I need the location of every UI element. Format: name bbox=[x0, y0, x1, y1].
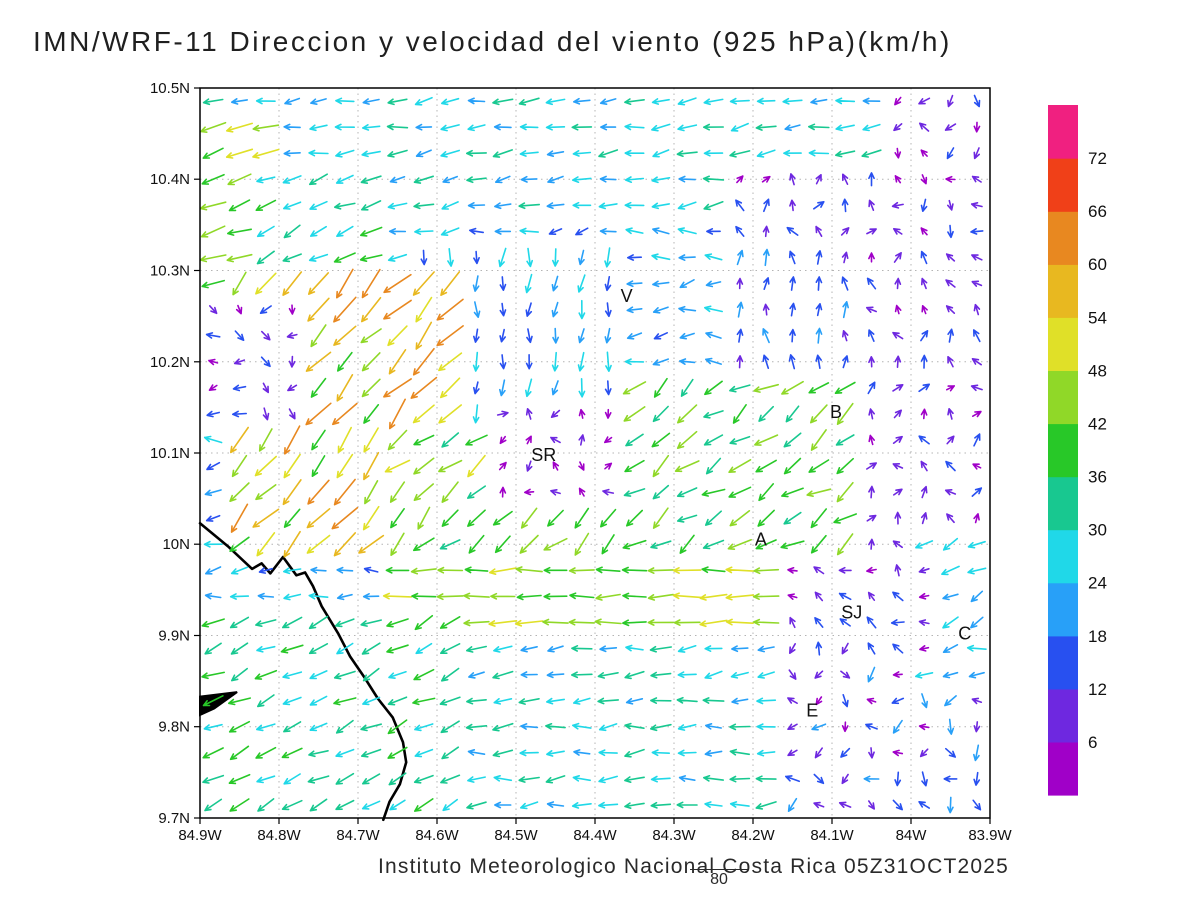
svg-text:B: B bbox=[830, 402, 842, 422]
svg-text:84.8W: 84.8W bbox=[257, 827, 301, 844]
svg-text:84.5W: 84.5W bbox=[494, 827, 538, 844]
svg-text:E: E bbox=[806, 700, 818, 720]
svg-text:10.4N: 10.4N bbox=[150, 171, 190, 188]
svg-text:84.4W: 84.4W bbox=[573, 827, 617, 844]
svg-text:6: 6 bbox=[1088, 733, 1097, 752]
svg-text:C: C bbox=[958, 624, 971, 644]
svg-text:SR: SR bbox=[531, 445, 556, 465]
svg-text:10N: 10N bbox=[162, 536, 190, 553]
svg-text:10.5N: 10.5N bbox=[150, 80, 190, 97]
svg-text:10.1N: 10.1N bbox=[150, 445, 190, 462]
svg-text:84W: 84W bbox=[896, 827, 928, 844]
wind-arrows bbox=[199, 94, 987, 814]
svg-text:9.9N: 9.9N bbox=[158, 628, 190, 645]
svg-text:48: 48 bbox=[1088, 361, 1107, 380]
svg-text:42: 42 bbox=[1088, 415, 1107, 434]
svg-text:83.9W: 83.9W bbox=[968, 827, 1012, 844]
footer-credit: Instituto Meteorologico Nacional Costa R… bbox=[378, 855, 1009, 878]
svg-text:54: 54 bbox=[1088, 308, 1107, 327]
svg-text:A: A bbox=[755, 530, 767, 550]
footer-extra-label: 80 bbox=[690, 869, 748, 889]
svg-text:9.7N: 9.7N bbox=[158, 810, 190, 827]
svg-text:30: 30 bbox=[1088, 521, 1107, 540]
colorbar: 6 12 18 24 30 36 42 48 54 60 66 72 bbox=[1048, 105, 1107, 796]
svg-text:V: V bbox=[621, 286, 633, 306]
svg-text:72: 72 bbox=[1088, 149, 1107, 168]
svg-text:84.1W: 84.1W bbox=[810, 827, 854, 844]
axis-labels: 84.9W 84.8W 84.7W 84.6W 84.5W 84.4W 84.3W 84.2W… bbox=[150, 80, 1013, 844]
svg-text:84.9W: 84.9W bbox=[178, 827, 222, 844]
svg-text:10.2N: 10.2N bbox=[150, 354, 190, 371]
svg-text:12: 12 bbox=[1088, 680, 1107, 699]
svg-text:84.7W: 84.7W bbox=[336, 827, 380, 844]
svg-text:18: 18 bbox=[1088, 627, 1107, 646]
svg-text:24: 24 bbox=[1088, 574, 1107, 593]
svg-text:84.3W: 84.3W bbox=[652, 827, 696, 844]
svg-text:36: 36 bbox=[1088, 468, 1107, 487]
plot-border bbox=[194, 87, 991, 824]
chart-title: IMN/WRF-11 Direccion y velocidad del vie… bbox=[33, 26, 952, 57]
station-labels: V B SR A SJ C E bbox=[531, 286, 971, 720]
svg-text:9.8N: 9.8N bbox=[158, 719, 190, 736]
colorbar-labels: 6 12 18 24 30 36 42 48 54 60 66 72 bbox=[1088, 149, 1107, 752]
svg-text:66: 66 bbox=[1088, 202, 1107, 221]
grid-lines bbox=[199, 87, 991, 819]
svg-text:60: 60 bbox=[1088, 255, 1107, 274]
svg-text:SJ: SJ bbox=[841, 603, 862, 623]
svg-text:84.2W: 84.2W bbox=[731, 827, 775, 844]
svg-text:84.6W: 84.6W bbox=[415, 827, 459, 844]
svg-text:10.3N: 10.3N bbox=[150, 263, 190, 280]
